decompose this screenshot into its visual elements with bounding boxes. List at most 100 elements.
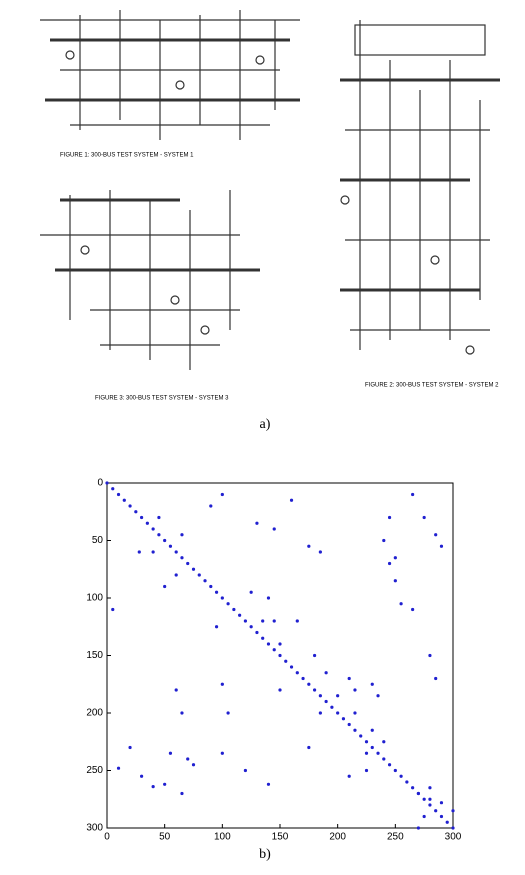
point: [186, 561, 190, 566]
x-tick-label: 250: [387, 832, 404, 843]
point: [347, 774, 351, 778]
point: [318, 550, 322, 554]
point: [174, 688, 178, 692]
point: [272, 619, 276, 623]
point: [145, 521, 149, 525]
point: [220, 596, 224, 600]
point: [111, 607, 115, 612]
point: [289, 665, 294, 669]
point: [163, 782, 167, 786]
point: [111, 487, 115, 491]
schematic: [40, 10, 500, 370]
point: [428, 653, 432, 658]
point: [249, 590, 253, 594]
point: [140, 774, 144, 778]
caption: FIGURE 1: 300-BUS TEST SYSTEM - SYSTEM 1: [60, 153, 194, 159]
x-tick-label: 200: [329, 832, 346, 843]
point: [428, 797, 432, 801]
point: [434, 676, 438, 681]
point: [382, 757, 386, 761]
point: [157, 515, 161, 520]
point: [238, 613, 242, 617]
point: [128, 504, 132, 508]
point: [330, 705, 334, 709]
point: [439, 801, 444, 805]
point: [295, 671, 299, 675]
point: [180, 711, 184, 715]
caption: FIGURE 2: 300-BUS TEST SYSTEM - SYSTEM 2: [365, 383, 499, 389]
point: [341, 717, 346, 721]
point: [411, 607, 415, 612]
point: [209, 584, 213, 589]
point: [393, 579, 397, 583]
point: [214, 625, 219, 629]
point: [393, 556, 397, 560]
point: [411, 492, 415, 497]
point: [214, 590, 219, 594]
point: [255, 521, 259, 525]
point: [128, 745, 132, 750]
point: [387, 515, 392, 520]
point: [191, 763, 196, 767]
panel-label: b): [259, 847, 271, 862]
point: [180, 791, 184, 796]
point: [168, 544, 173, 548]
point: [301, 676, 305, 681]
point: [266, 782, 271, 786]
point: [387, 763, 392, 767]
point: [434, 809, 438, 813]
point: [191, 567, 196, 571]
point: [261, 636, 265, 640]
point: [220, 751, 224, 755]
x-tick-label: 150: [272, 832, 289, 843]
point: [336, 711, 340, 715]
point: [434, 533, 438, 537]
point: [353, 688, 357, 692]
point: [174, 550, 178, 554]
point: [416, 791, 420, 796]
point: [387, 561, 392, 566]
point: [226, 711, 230, 715]
x-tick-label: 300: [445, 832, 462, 843]
point: [347, 676, 351, 681]
point: [220, 492, 224, 497]
point: [157, 533, 161, 537]
point: [393, 768, 397, 773]
point: [186, 757, 190, 761]
point: [278, 642, 282, 646]
point: [318, 694, 322, 698]
point: [209, 504, 213, 508]
point: [370, 728, 374, 732]
point: [243, 768, 247, 773]
point: [399, 774, 403, 778]
point: [411, 786, 415, 790]
point: [382, 740, 386, 744]
point: [151, 550, 155, 554]
point: [313, 653, 317, 658]
point: [439, 814, 444, 819]
point: [226, 602, 230, 606]
point: [243, 619, 247, 623]
point: [249, 625, 253, 629]
point: [313, 688, 317, 692]
point: [266, 642, 271, 646]
point: [163, 584, 167, 589]
point: [168, 751, 173, 755]
point: [255, 630, 259, 635]
point: [307, 745, 311, 750]
point: [266, 596, 271, 600]
point: [105, 481, 109, 485]
point: [203, 579, 207, 583]
caption: FIGURE 3: 300-BUS TEST SYSTEM - SYSTEM 3: [95, 396, 229, 402]
point: [284, 659, 288, 663]
point: [382, 538, 386, 543]
point: [180, 556, 184, 560]
y-tick-label: 200: [86, 708, 103, 719]
point: [174, 573, 178, 577]
x-tick-label: 50: [159, 832, 171, 843]
point: [134, 510, 138, 514]
point: [324, 699, 328, 704]
point: [151, 527, 155, 531]
y-tick-label: 0: [97, 478, 103, 489]
point: [428, 803, 432, 807]
